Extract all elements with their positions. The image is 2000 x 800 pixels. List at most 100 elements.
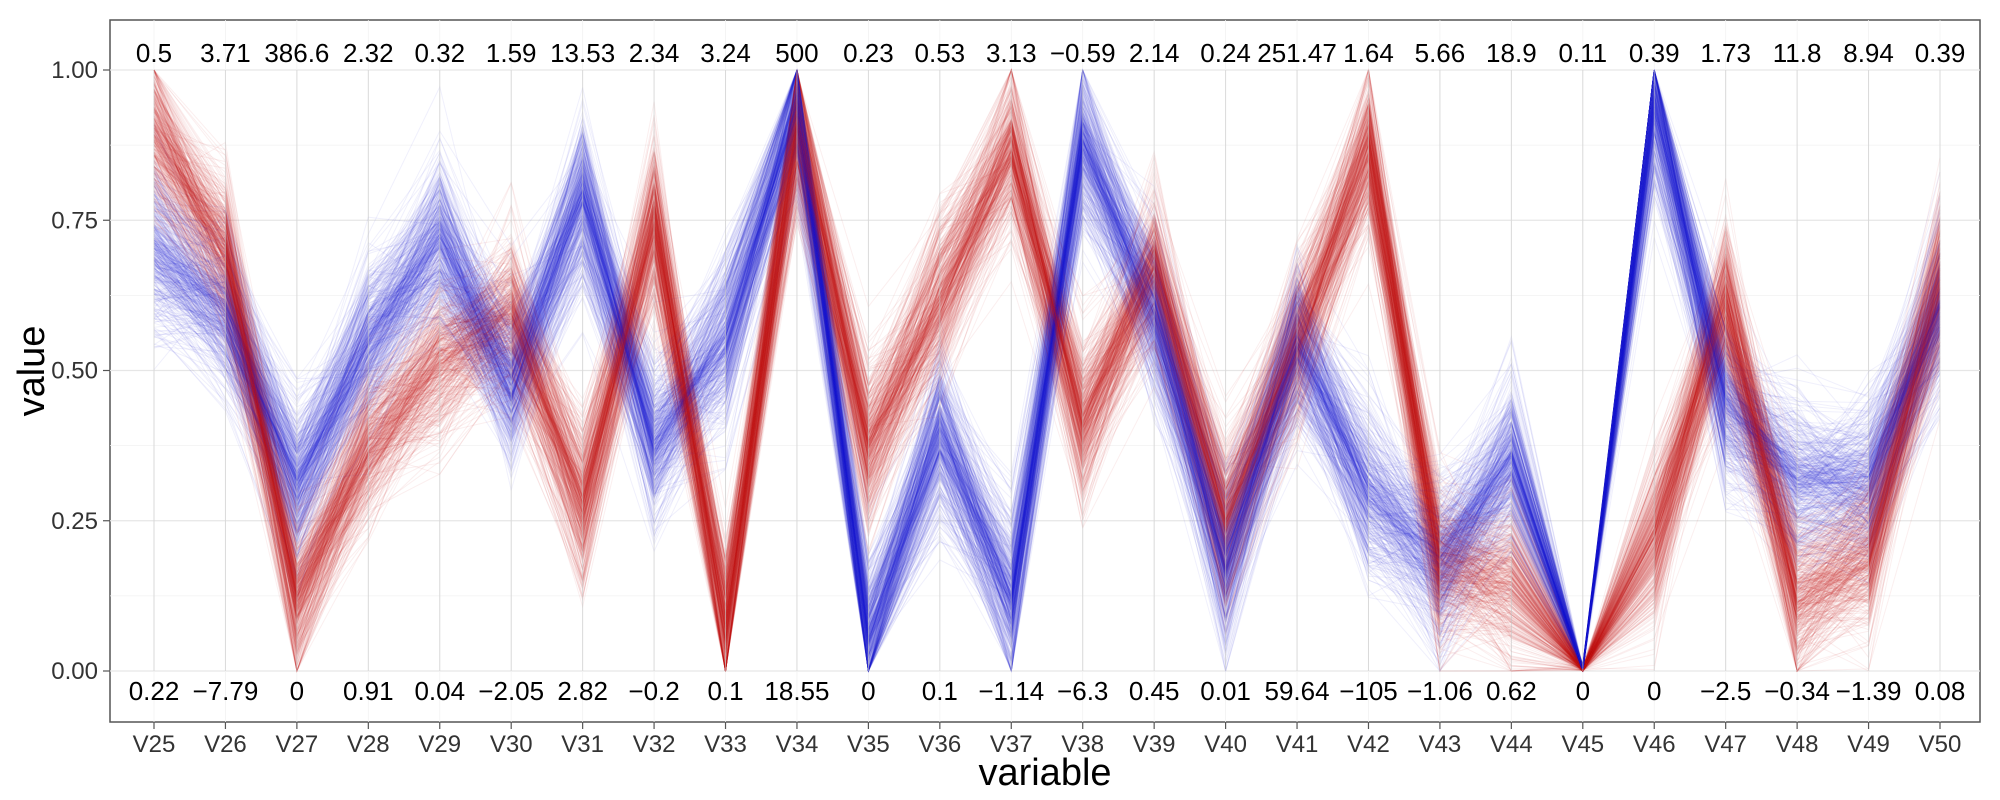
blue-series-core-line	[153, 114, 1941, 672]
blue-series-line	[153, 93, 1941, 672]
blue-series-line	[153, 69, 1941, 666]
red-series-line	[153, 109, 1941, 670]
red-series-line	[153, 69, 1941, 668]
red-series-line	[153, 118, 1941, 672]
red-series-line	[153, 107, 1941, 670]
red-series-line	[153, 69, 1941, 668]
max-label-v32: 2.34	[629, 38, 680, 68]
blue-series-core-line	[153, 97, 1941, 672]
red-series-line	[153, 124, 1941, 669]
blue-series-line	[153, 123, 1941, 669]
red-series-line	[153, 87, 1941, 672]
x-tick-label-v49: V49	[1847, 731, 1890, 758]
red-series-line	[153, 139, 1941, 673]
red-series-line	[153, 142, 1941, 672]
blue-series-line	[153, 120, 1941, 673]
blue-series-line	[153, 69, 1941, 669]
blue-series-line	[153, 82, 1941, 668]
red-series-line	[153, 88, 1941, 670]
blue-series-line	[153, 69, 1941, 670]
blue-series-line	[153, 95, 1941, 668]
red-series-line	[153, 161, 1941, 672]
blue-series-line	[153, 118, 1941, 667]
red-series-line	[153, 69, 1941, 672]
red-series-core-line	[153, 118, 1941, 672]
blue-series-line	[153, 119, 1941, 671]
red-series-line	[153, 68, 1941, 670]
red-series-line	[153, 92, 1941, 668]
blue-series-line	[153, 69, 1941, 670]
red-series-line	[153, 69, 1941, 672]
red-series-line	[153, 108, 1941, 667]
red-series-line	[153, 95, 1941, 671]
blue-series-line	[153, 70, 1941, 668]
blue-series-line	[153, 82, 1941, 668]
red-series-line	[153, 90, 1941, 672]
red-series-line	[153, 111, 1941, 672]
blue-series-line	[153, 78, 1941, 673]
red-series-line	[153, 109, 1941, 669]
red-series-line	[153, 79, 1941, 671]
blue-series-line	[153, 74, 1941, 673]
blue-series-line	[153, 90, 1941, 672]
blue-series-line	[153, 104, 1941, 672]
red-series-line	[153, 131, 1941, 672]
red-series-line	[153, 76, 1941, 672]
blue-series-core-line	[153, 108, 1941, 672]
blue-series-line	[153, 69, 1941, 672]
red-series-line	[153, 149, 1941, 673]
red-series-line	[153, 134, 1941, 673]
blue-series-core-line	[153, 87, 1941, 672]
red-series-line	[153, 147, 1941, 670]
blue-series-line	[153, 69, 1941, 669]
blue-series-line	[153, 130, 1941, 672]
red-series-core-line	[153, 132, 1941, 672]
blue-series-line	[153, 109, 1941, 671]
blue-series-core-line	[153, 100, 1941, 672]
red-series-line	[153, 69, 1941, 672]
blue-series-core-line	[153, 102, 1941, 672]
blue-series-line	[153, 69, 1941, 672]
blue-series-line	[153, 69, 1941, 667]
red-series-core-line	[153, 110, 1941, 672]
red-series-line	[153, 106, 1941, 673]
red-series-line	[153, 102, 1941, 672]
red-series-line	[153, 97, 1941, 672]
blue-series-line	[153, 69, 1941, 672]
red-series-core-line	[153, 128, 1941, 672]
red-series-line	[153, 111, 1941, 670]
red-series-line	[153, 164, 1941, 672]
min-label-v42: −105	[1339, 676, 1398, 706]
max-label-v35: 0.23	[843, 38, 894, 68]
red-series-line	[153, 103, 1941, 670]
blue-series-core-line	[153, 81, 1941, 672]
red-series-line	[153, 120, 1941, 669]
blue-series-line	[153, 69, 1941, 671]
blue-series-line	[153, 78, 1941, 670]
red-series-line	[153, 87, 1941, 671]
blue-series-line	[153, 85, 1941, 672]
red-series-line	[153, 118, 1941, 672]
blue-series-line	[153, 115, 1941, 671]
blue-series-line	[153, 69, 1941, 670]
blue-series-line	[153, 72, 1941, 669]
red-series-core-line	[153, 117, 1941, 672]
blue-series-line	[153, 98, 1941, 671]
blue-series-line	[153, 69, 1941, 672]
blue-series-line	[153, 69, 1941, 669]
blue-series-line	[153, 69, 1941, 672]
blue-series-line	[153, 95, 1941, 669]
red-series-line	[153, 69, 1941, 669]
red-series-line	[153, 117, 1941, 670]
red-series-core-line	[153, 126, 1941, 672]
blue-series-line	[153, 69, 1941, 672]
blue-series-core-line	[153, 97, 1941, 672]
red-series-line	[153, 68, 1941, 666]
red-series-line	[153, 155, 1941, 670]
red-series-line	[153, 134, 1941, 671]
blue-series-line	[153, 76, 1941, 672]
red-series-line	[153, 141, 1941, 667]
blue-series-line	[153, 73, 1941, 672]
blue-series-line	[153, 141, 1941, 672]
blue-series-line	[153, 81, 1941, 672]
